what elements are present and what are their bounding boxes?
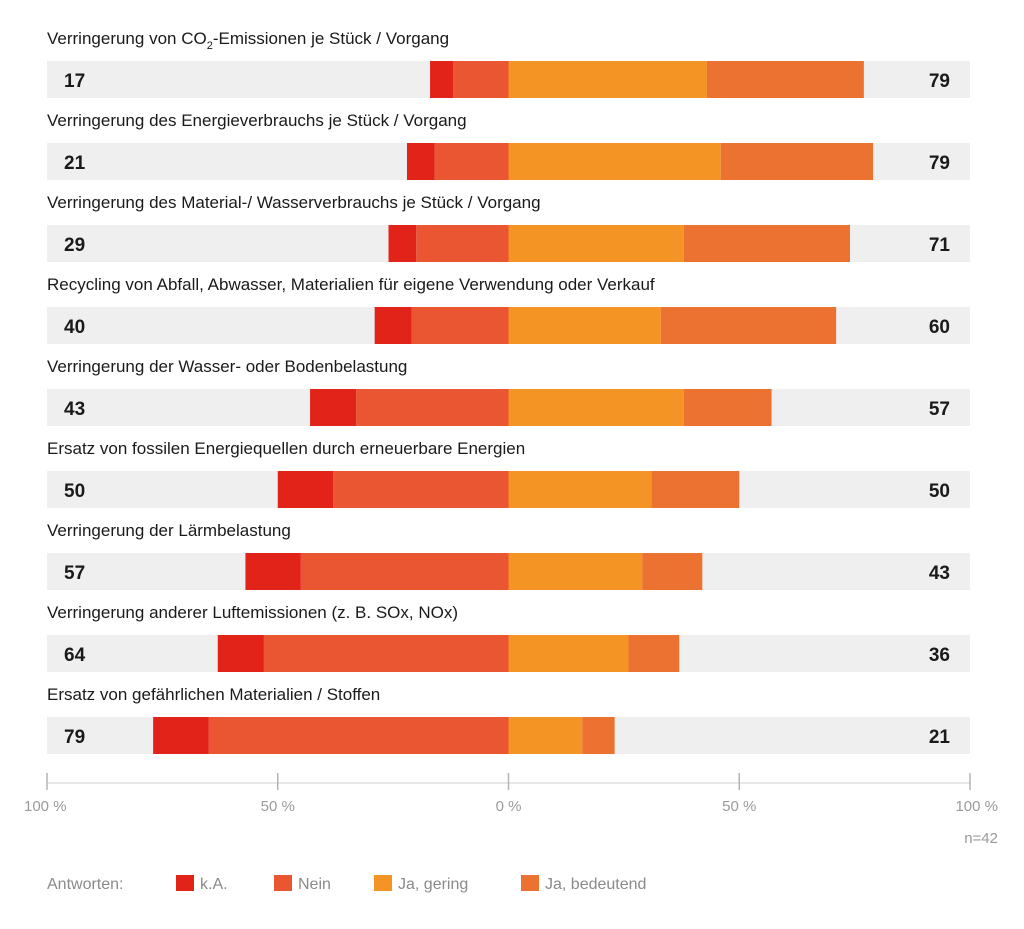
bar-ja-gering bbox=[508, 635, 629, 672]
row-left-total: 50 bbox=[64, 481, 85, 502]
row-left-total: 43 bbox=[64, 399, 85, 420]
row-left-total: 57 bbox=[64, 563, 85, 584]
chart-row: Verringerung anderer Luftemissionen (z. … bbox=[47, 603, 970, 672]
bar-ja-gering bbox=[508, 717, 583, 754]
row-right-total: 43 bbox=[929, 563, 950, 584]
legend-title: Antworten: bbox=[47, 876, 123, 893]
legend-label-ja-bedeutend: Ja, bedeutend bbox=[545, 876, 646, 893]
row-left-total: 17 bbox=[64, 71, 85, 92]
bar-ka bbox=[217, 635, 264, 672]
sample-size-note: n=42 bbox=[964, 830, 998, 847]
legend: Antworten: k.A. Nein Ja, gering Ja, bedeute… bbox=[47, 875, 646, 893]
row-label: Recycling von Abfall, Abwasser, Material… bbox=[47, 275, 655, 294]
bar-ka bbox=[310, 389, 357, 426]
row-label: Verringerung anderer Luftemissionen (z. … bbox=[47, 603, 458, 622]
chart-row: Recycling von Abfall, Abwasser, Material… bbox=[47, 275, 970, 344]
row-right-total: 60 bbox=[929, 317, 950, 338]
row-label: Verringerung der Lärmbelastung bbox=[47, 521, 291, 540]
row-left-total: 40 bbox=[64, 317, 85, 338]
bar-ja-bedeutend bbox=[651, 471, 740, 508]
row-label-part: Verringerung von CO bbox=[47, 29, 207, 48]
bar-ja-gering bbox=[508, 143, 721, 180]
bar-ka bbox=[406, 143, 435, 180]
bar-nein bbox=[453, 61, 509, 98]
chart-row: Verringerung der Lärmbelastung 57 43 bbox=[47, 521, 970, 590]
row-label: Verringerung von CO2-Emissionen je Stück… bbox=[47, 29, 449, 52]
chart-row: Verringerung von CO2-Emissionen je Stück… bbox=[47, 29, 970, 98]
bar-ja-bedeutend bbox=[628, 635, 680, 672]
bar-ja-bedeutend bbox=[642, 553, 703, 590]
bar-ja-bedeutend bbox=[706, 61, 864, 98]
row-right-total: 79 bbox=[929, 153, 950, 174]
bar-nein bbox=[416, 225, 509, 262]
x-axis-tick-label: 50 % bbox=[261, 798, 295, 815]
row-label: Verringerung des Energieverbrauchs je St… bbox=[47, 111, 467, 130]
chart-rows: Verringerung von CO2-Emissionen je Stück… bbox=[47, 29, 970, 754]
row-left-total: 64 bbox=[64, 645, 86, 666]
bar-ja-gering bbox=[508, 471, 652, 508]
bar-ja-bedeutend bbox=[720, 143, 874, 180]
row-label-part: -Emissionen je Stück / Vorgang bbox=[213, 29, 449, 48]
bar-nein bbox=[263, 635, 509, 672]
x-axis-tick-label: 100 % bbox=[955, 798, 998, 815]
bar-ka bbox=[374, 307, 412, 344]
bar-nein bbox=[411, 307, 509, 344]
bar-nein bbox=[333, 471, 509, 508]
bar-nein bbox=[300, 553, 509, 590]
chart-row: Verringerung des Material-/ Wasserverbra… bbox=[47, 193, 970, 262]
bar-ka bbox=[277, 471, 334, 508]
bar-ja-gering bbox=[508, 553, 643, 590]
x-axis-tick-label: 100 % bbox=[24, 798, 67, 815]
chart-row: Ersatz von fossilen Energiequellen durch… bbox=[47, 439, 970, 508]
row-right-total: 21 bbox=[929, 727, 951, 748]
row-right-total: 50 bbox=[929, 481, 950, 502]
x-axis: 100 % 50 % 0 % 50 % 100 % bbox=[24, 773, 998, 815]
row-label-subscript: 2 bbox=[207, 40, 213, 52]
bar-ja-gering bbox=[508, 61, 707, 98]
bar-ka bbox=[388, 225, 417, 262]
x-axis-tick-label: 0 % bbox=[496, 798, 522, 815]
bar-nein bbox=[208, 717, 509, 754]
chart-row: Verringerung des Energieverbrauchs je St… bbox=[47, 111, 970, 180]
bar-nein bbox=[434, 143, 509, 180]
row-right-total: 57 bbox=[929, 399, 950, 420]
bar-ja-bedeutend bbox=[683, 389, 772, 426]
bar-ka bbox=[245, 553, 301, 590]
legend-swatch-ja-gering bbox=[374, 875, 392, 891]
bar-ja-bedeutend bbox=[582, 717, 615, 754]
chart-row: Ersatz von gefährlichen Materialien / St… bbox=[47, 685, 970, 754]
row-right-total: 79 bbox=[929, 71, 950, 92]
chart-row: Verringerung der Wasser- oder Bodenbelas… bbox=[47, 357, 970, 426]
row-label: Ersatz von fossilen Energiequellen durch… bbox=[47, 439, 525, 458]
bar-ja-gering bbox=[508, 389, 684, 426]
bar-ja-gering bbox=[508, 225, 684, 262]
row-left-total: 29 bbox=[64, 235, 85, 256]
row-left-total: 21 bbox=[64, 153, 86, 174]
row-label: Ersatz von gefährlichen Materialien / St… bbox=[47, 685, 380, 704]
bar-nein bbox=[356, 389, 509, 426]
legend-swatch-ja-bedeutend bbox=[521, 875, 539, 891]
x-axis-tick-label: 50 % bbox=[722, 798, 756, 815]
bar-ja-gering bbox=[508, 307, 661, 344]
row-label: Verringerung der Wasser- oder Bodenbelas… bbox=[47, 357, 407, 376]
bar-ka bbox=[153, 717, 209, 754]
row-label: Verringerung des Material-/ Wasserverbra… bbox=[47, 193, 541, 212]
legend-swatch-nein bbox=[274, 875, 292, 891]
legend-label-ja-gering: Ja, gering bbox=[398, 876, 468, 893]
legend-label-nein: Nein bbox=[298, 876, 331, 893]
bar-ja-bedeutend bbox=[683, 225, 851, 262]
bar-ja-bedeutend bbox=[660, 307, 837, 344]
legend-swatch-ka bbox=[176, 875, 194, 891]
bar-ka bbox=[430, 61, 454, 98]
row-left-total: 79 bbox=[64, 727, 85, 748]
row-right-total: 71 bbox=[929, 235, 951, 256]
row-right-total: 36 bbox=[929, 645, 950, 666]
legend-label-ka: k.A. bbox=[200, 876, 228, 893]
